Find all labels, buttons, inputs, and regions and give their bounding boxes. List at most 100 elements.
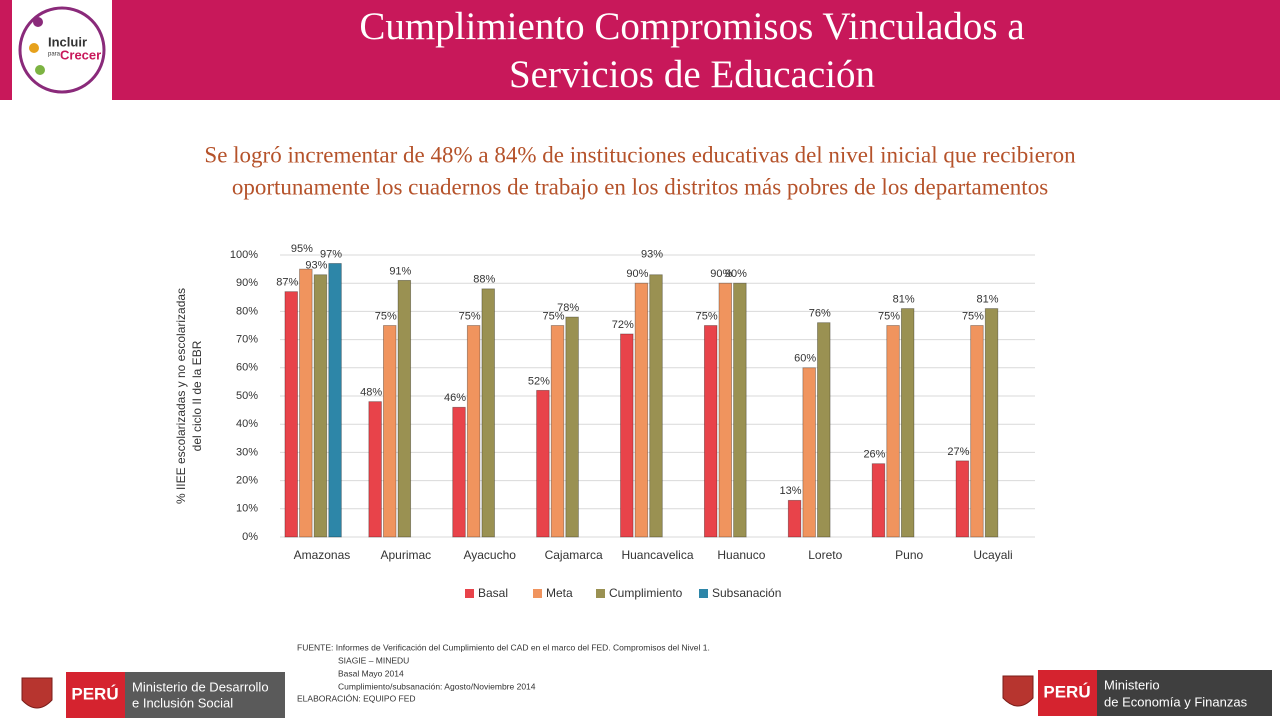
bar bbox=[536, 389, 550, 538]
legend-label: Basal bbox=[478, 586, 508, 600]
bar bbox=[328, 263, 342, 538]
bar bbox=[620, 333, 634, 538]
y-tick-label: 70% bbox=[236, 334, 258, 346]
logo-ministry: e Inclusión Social bbox=[132, 695, 233, 710]
footnote-line: FUENTE: Informes de Verificación del Cum… bbox=[297, 642, 710, 652]
logo-ministry: de Economía y Finanzas bbox=[1104, 694, 1248, 709]
x-tick-label: Ucayali bbox=[973, 548, 1012, 562]
bar bbox=[452, 406, 466, 538]
data-label: 46% bbox=[444, 392, 466, 404]
logo-dot bbox=[29, 43, 39, 53]
y-tick-label: 100% bbox=[230, 249, 258, 261]
bar bbox=[886, 325, 900, 538]
data-label: 88% bbox=[473, 274, 495, 286]
logo-country: PERÚ bbox=[1043, 682, 1090, 701]
legend-label: Cumplimiento bbox=[609, 586, 683, 600]
bar bbox=[703, 325, 718, 538]
x-tick-label: Huancavelica bbox=[621, 548, 693, 562]
y-tick-label: 20% bbox=[236, 475, 258, 487]
bar bbox=[634, 282, 649, 538]
title: Cumplimiento Compromisos Vinculados a bbox=[359, 5, 1024, 48]
logo-text: para bbox=[48, 52, 61, 58]
bar bbox=[481, 288, 495, 538]
legend-swatch bbox=[699, 589, 708, 598]
data-label: 48% bbox=[360, 387, 382, 399]
data-label: 75% bbox=[459, 310, 481, 322]
bar bbox=[397, 279, 412, 538]
title: Servicios de Educación bbox=[509, 53, 875, 96]
x-tick-label: Cajamarca bbox=[545, 548, 603, 562]
subtitle: oportunamente los cuadernos de trabajo e… bbox=[232, 174, 1048, 199]
logo-dot bbox=[33, 17, 43, 27]
y-axis-title: % IIEE escolarizadas y no escolarizadas … bbox=[174, 288, 204, 504]
legend-swatch bbox=[465, 589, 474, 598]
y-axis-title-line: del ciclo II de la EBR bbox=[190, 340, 204, 451]
data-label: 75% bbox=[542, 310, 564, 322]
legend-label: Meta bbox=[546, 586, 573, 600]
footnote: FUENTE: Informes de Verificación del Cum… bbox=[297, 642, 710, 703]
y-tick-label: 80% bbox=[236, 305, 258, 317]
bar bbox=[550, 325, 565, 538]
bar bbox=[733, 282, 747, 538]
coat-of-arms bbox=[21, 677, 53, 709]
logo-text: Crecer bbox=[60, 47, 101, 62]
data-label: 93% bbox=[641, 249, 663, 261]
data-label: 13% bbox=[780, 485, 802, 497]
x-tick-label: Amazonas bbox=[294, 548, 351, 562]
bar bbox=[466, 325, 481, 538]
data-label: 75% bbox=[878, 310, 900, 322]
data-label: 26% bbox=[863, 449, 885, 461]
bar bbox=[299, 268, 313, 538]
header-strip bbox=[0, 0, 12, 100]
bar bbox=[284, 291, 298, 538]
coat-of-arms bbox=[1002, 675, 1034, 707]
bar bbox=[955, 460, 970, 538]
y-tick-label: 60% bbox=[236, 362, 258, 374]
footnote-line: Basal Mayo 2014 bbox=[338, 668, 404, 678]
data-label: 75% bbox=[962, 310, 984, 322]
header-bar bbox=[112, 0, 1280, 100]
bar bbox=[984, 308, 999, 538]
x-tick-label: Puno bbox=[895, 548, 923, 562]
data-label: 78% bbox=[557, 302, 579, 314]
y-tick-label: 30% bbox=[236, 446, 258, 458]
data-label: 81% bbox=[977, 293, 999, 305]
data-label: 90% bbox=[710, 268, 732, 280]
subtitle: Se logró incrementar de 48% a 84% de ins… bbox=[204, 142, 1076, 167]
footnote-line: SIAGIE – MINEDU bbox=[338, 655, 409, 665]
data-label: 90% bbox=[626, 268, 648, 280]
bar bbox=[787, 499, 802, 538]
data-label: 27% bbox=[947, 446, 969, 458]
footnote-line: ELABORACIÓN: EQUIPO FED bbox=[297, 693, 416, 703]
bar bbox=[970, 325, 984, 538]
data-label: 97% bbox=[320, 248, 342, 260]
y-tick-label: 90% bbox=[236, 277, 258, 289]
data-label: 90% bbox=[725, 268, 747, 280]
data-label: 87% bbox=[276, 277, 298, 289]
bar bbox=[817, 322, 831, 538]
bar bbox=[802, 367, 816, 538]
legend-swatch bbox=[596, 589, 605, 598]
bar bbox=[565, 316, 579, 538]
logo-country: PERÚ bbox=[71, 684, 118, 703]
y-tick-label: 10% bbox=[236, 503, 258, 515]
data-label: 81% bbox=[893, 293, 915, 305]
bar bbox=[368, 401, 382, 538]
logo-ministry: Ministerio bbox=[1104, 677, 1160, 692]
footnote-line: Cumplimiento/subsanación: Agosto/Noviemb… bbox=[338, 681, 536, 691]
x-tick-label: Ayacucho bbox=[463, 548, 516, 562]
y-tick-label: 50% bbox=[236, 390, 258, 402]
data-label: 93% bbox=[305, 260, 327, 272]
bar bbox=[649, 274, 663, 538]
y-tick-label: 40% bbox=[236, 418, 258, 430]
logo-text: Incluir bbox=[48, 34, 87, 49]
bar bbox=[313, 274, 328, 538]
data-label: 75% bbox=[696, 310, 718, 322]
data-label: 91% bbox=[389, 265, 411, 277]
y-axis-title-line: % IIEE escolarizadas y no escolarizadas bbox=[174, 288, 188, 504]
bar bbox=[383, 325, 397, 538]
bar bbox=[718, 282, 732, 538]
bar bbox=[900, 308, 915, 538]
data-label: 75% bbox=[375, 310, 397, 322]
